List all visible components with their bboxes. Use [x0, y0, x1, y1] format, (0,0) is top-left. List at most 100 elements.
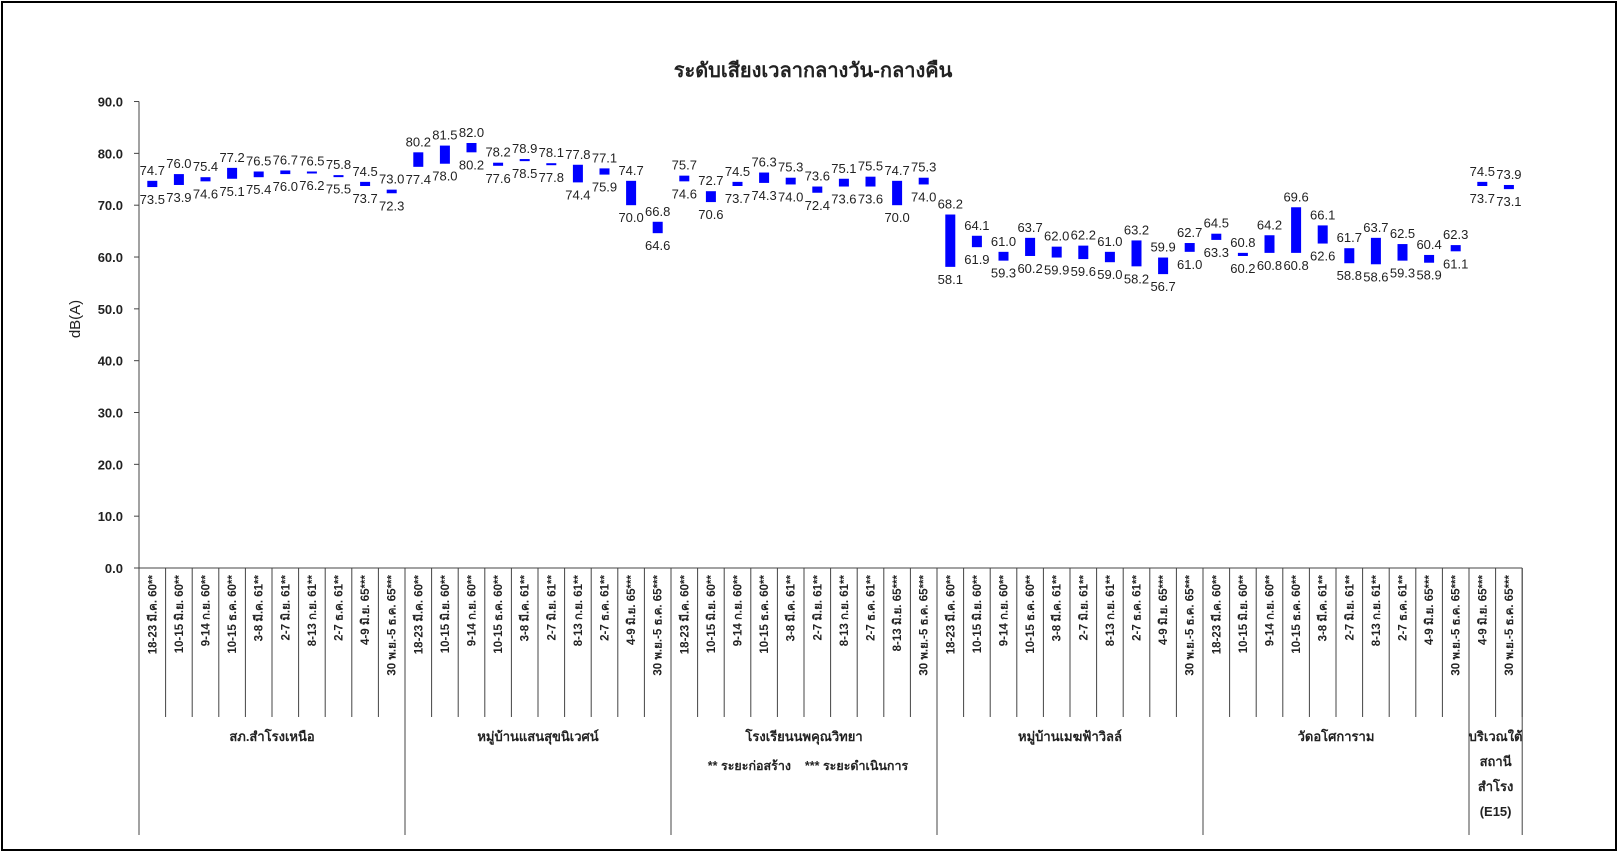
category-label: 10-15 ธ.ค. 60**: [759, 574, 771, 653]
y-tick-labels: 0.0 10.0 20.0 30.0 40.0 50.0 60.0 70.0 80.0 90.0: [98, 95, 123, 576]
range-bar: [971, 235, 982, 248]
low-value-label: 58.8: [1337, 268, 1362, 283]
high-value-label: 75.3: [778, 160, 803, 175]
range-bar: [998, 251, 1009, 261]
category-label: 8-13 ก.ย. 61**: [839, 574, 851, 646]
low-value-label: 73.7: [725, 191, 750, 206]
category-label: 3-8 มี.ค. 61**: [253, 574, 266, 641]
category-label: 10-15 ธ.ค. 60**: [493, 574, 505, 653]
high-value-label: 74.7: [884, 163, 909, 178]
range-bar: [679, 175, 690, 182]
low-value-label: 73.5: [140, 192, 165, 207]
y-tick-label: 80.0: [98, 146, 123, 161]
low-value-label: 63.3: [1204, 245, 1229, 260]
high-value-label: 75.1: [831, 161, 856, 176]
range-bar: [918, 177, 929, 185]
category-label: 30 พ.ย.-5 ธ.ค. 65***: [919, 574, 931, 675]
high-value-label: 76.7: [273, 152, 298, 167]
low-value-label: 73.1: [1496, 194, 1521, 209]
group-labels: สภ.สำโรงเหนือ หมู่บ้านแสนสุขนิเวศน์ โรงเรี…: [229, 728, 1522, 819]
category-label: 2-7 ธ.ค. 61**: [600, 574, 612, 640]
range-bar: [838, 178, 849, 187]
category-label: 9-14 ก.ย. 60**: [999, 574, 1011, 646]
low-value-label: 74.3: [751, 188, 776, 203]
low-value-label: 60.2: [1230, 261, 1255, 276]
range-bar: [626, 180, 637, 206]
high-value-label: 62.0: [1044, 229, 1069, 244]
category-label: 8-13 ก.ย. 61**: [307, 574, 319, 646]
group-label: (E15): [1480, 804, 1512, 819]
range-bar: [1264, 235, 1275, 253]
high-value-label: 73.6: [805, 169, 830, 184]
low-value-label: 56.7: [1150, 279, 1175, 294]
range-bar: [439, 145, 450, 164]
category-label: 4-9 มิ.ย. 65***: [1423, 574, 1436, 644]
group-label: หมู่บ้านเมฆฟ้าวิลล์: [1018, 729, 1122, 745]
low-value-label: 60.8: [1257, 258, 1282, 273]
range-bar: [1104, 251, 1115, 263]
range-bar: [306, 171, 317, 174]
category-label: 2-7 มิ.ย. 61**: [811, 574, 824, 640]
high-value-label: 73.0: [379, 172, 404, 187]
noise-range-chart: ระดับเสียงเวลากลางวัน-กลางคืน dB(A) 0.0 1…: [67, 59, 1523, 835]
range-bar: [652, 221, 663, 234]
high-value-label: 78.2: [485, 145, 510, 160]
low-value-label: 72.4: [805, 198, 830, 213]
low-value-label: 73.7: [1470, 191, 1495, 206]
range-bar: [705, 191, 716, 203]
low-value-label: 74.0: [911, 189, 936, 204]
category-label: 9-14 ก.ย. 60**: [467, 574, 479, 646]
category-label: 8-13 ก.ย. 61**: [1371, 574, 1383, 646]
range-bar: [253, 171, 264, 178]
category-label: 2-7 ธ.ค. 61**: [334, 574, 346, 640]
category-label: 8-13 มิ.ย. 65***: [891, 574, 904, 651]
high-value-label: 76.3: [751, 155, 776, 170]
range-bar: [1131, 240, 1142, 267]
high-value-label: 60.8: [1230, 235, 1255, 250]
y-tick-label: 0.0: [105, 561, 123, 576]
low-value-label: 59.3: [991, 266, 1016, 281]
low-value-label: 78.0: [432, 169, 457, 184]
range-bar: [1291, 207, 1302, 253]
category-label: 4-9 มิ.ย. 65***: [1476, 574, 1489, 644]
low-value-label: 73.6: [831, 192, 856, 207]
high-value-label: 64.5: [1204, 216, 1229, 231]
category-label: 2-7 ธ.ค. 61**: [1398, 574, 1410, 640]
low-value-label: 70.0: [618, 210, 643, 225]
range-bar: [865, 176, 876, 187]
high-value-label: 72.7: [698, 173, 723, 188]
category-label: 10-15 มิ.ย. 60**: [439, 574, 452, 653]
range-bar: [1370, 237, 1381, 265]
range-bar: [1503, 184, 1514, 190]
low-value-label: 76.0: [273, 179, 298, 194]
low-value-label: 58.9: [1416, 268, 1441, 283]
range-bar: [892, 180, 903, 206]
low-value-label: 62.6: [1310, 249, 1335, 264]
high-value-label: 74.5: [352, 164, 377, 179]
group-label: บริเวณใต้: [1469, 728, 1523, 744]
low-value-label: 73.6: [858, 192, 883, 207]
low-value-label: 70.0: [884, 210, 909, 225]
category-labels: 18-23 มี.ค. 60** 10-15 มิ.ย. 60** 9-14 ก.ย…: [146, 574, 1516, 675]
chart-title: ระดับเสียงเวลากลางวัน-กลางคืน: [674, 59, 953, 82]
group-label: สำโรง: [1478, 778, 1514, 794]
high-value-label: 62.2: [1071, 228, 1096, 243]
low-value-label: 77.4: [406, 172, 431, 187]
range-bar: [572, 164, 583, 183]
category-label: 2-7 มิ.ย. 61**: [1343, 574, 1356, 640]
range-bar: [732, 181, 743, 187]
category-label: 10-15 ธ.ค. 60**: [1291, 574, 1303, 653]
range-bar: [1051, 246, 1062, 258]
high-value-label: 76.5: [299, 154, 324, 169]
low-value-label: 75.4: [246, 182, 271, 197]
category-label: 4-9 มิ.ย. 65***: [1157, 574, 1170, 644]
low-value-label: 75.1: [219, 184, 244, 199]
range-bar: [1184, 243, 1195, 252]
category-label: 30 พ.ย.-5 ธ.ค. 65***: [1185, 574, 1197, 675]
high-value-label: 66.1: [1310, 207, 1335, 222]
high-value-label: 75.7: [672, 158, 697, 173]
legend-note: ** ระยะก่อสร้าง *** ระยะดำเนินการ: [708, 759, 909, 773]
high-value-label: 77.8: [565, 147, 590, 162]
range-bar: [360, 181, 371, 187]
